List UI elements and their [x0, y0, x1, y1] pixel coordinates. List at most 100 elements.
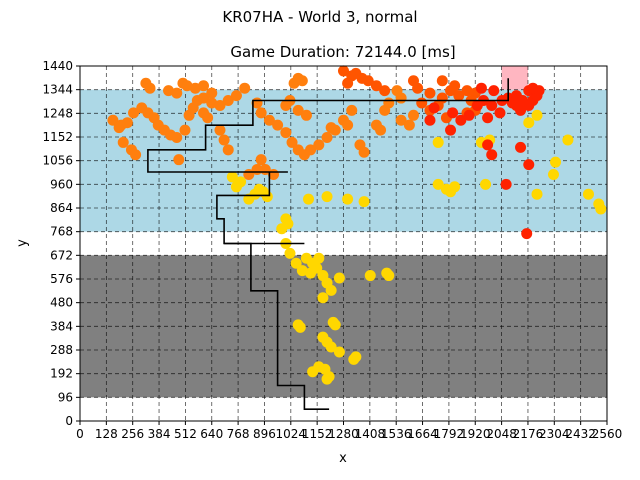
data-point-yellow [364, 270, 376, 282]
data-point-yellow [261, 191, 273, 203]
y-tick-label: 288 [50, 343, 73, 357]
data-point-yellow [282, 218, 294, 230]
y-tick-label: 768 [50, 225, 73, 239]
data-point-yellow [235, 176, 247, 188]
x-tick-label: 896 [253, 427, 276, 441]
data-point-red [486, 99, 498, 111]
x-tick-label: 512 [174, 427, 197, 441]
data-point-orange [272, 119, 284, 131]
data-point-red [428, 102, 440, 114]
data-point-red [447, 107, 459, 119]
region-pink-region [501, 66, 528, 90]
data-point-yellow [317, 292, 329, 304]
data-point-red [424, 114, 436, 126]
data-point-orange [144, 82, 156, 94]
y-tick-label: 1056 [42, 154, 73, 168]
data-point-yellow [321, 191, 333, 203]
y-tick-label: 384 [50, 319, 73, 333]
x-axis-ticks: 0 128 256 384 512 640 768 896 102411521280140815… [76, 421, 622, 441]
data-point-red [482, 139, 494, 151]
data-point-dark-orange [424, 87, 436, 99]
data-point-orange [239, 82, 251, 94]
data-point-orange [130, 149, 142, 161]
data-point-yellow [358, 196, 370, 208]
data-point-yellow [562, 134, 574, 146]
trajectory-path [147, 78, 509, 410]
data-point-yellow [350, 351, 362, 363]
data-point-yellow [582, 188, 594, 200]
data-point-red [515, 104, 527, 116]
x-tick-label: 384 [148, 427, 171, 441]
data-point-red [488, 85, 500, 97]
x-tick-label: 1920 [460, 427, 491, 441]
x-tick-label: 1152 [302, 427, 333, 441]
y-tick-label: 1248 [42, 106, 73, 120]
data-point-orange [280, 127, 292, 139]
data-point-red [486, 149, 498, 161]
y-tick-label: 192 [50, 367, 73, 381]
x-tick-label: 1536 [381, 427, 412, 441]
data-point-dark-orange [338, 65, 349, 77]
x-tick-label: 1792 [434, 427, 465, 441]
data-point-yellow [531, 109, 543, 121]
data-point-orange [128, 107, 140, 119]
data-point-yellow [294, 321, 306, 333]
data-point-orange [173, 154, 185, 166]
x-tick-label: 2176 [513, 427, 544, 441]
data-point-yellow [303, 193, 315, 205]
data-point-yellow [383, 270, 395, 282]
chart-title: Game Duration: 72144.0 [ms] [230, 43, 455, 61]
data-point-orange [403, 119, 415, 131]
data-point-yellow [432, 136, 444, 148]
y-tick-label: 1344 [42, 83, 73, 97]
data-point-orange [117, 136, 129, 148]
data-point-orange [214, 124, 226, 136]
data-point-orange [375, 124, 387, 136]
y-tick-label: 1152 [42, 130, 73, 144]
data-point-orange [198, 92, 210, 104]
x-tick-label: 1408 [355, 427, 386, 441]
data-point-orange [313, 139, 325, 151]
data-point-red [527, 82, 539, 94]
data-point-red [494, 107, 506, 119]
data-point-orange [292, 104, 304, 116]
data-point-yellow [290, 257, 302, 269]
data-point-orange [300, 109, 312, 121]
y-tick-label: 96 [58, 390, 73, 404]
data-point-red [523, 159, 535, 171]
x-tick-label: 0 [76, 427, 84, 441]
x-tick-label: 128 [95, 427, 118, 441]
data-point-dark-orange [412, 82, 424, 94]
data-point-orange [230, 90, 242, 102]
x-tick-label: 256 [121, 427, 144, 441]
data-point-yellow [284, 247, 296, 259]
data-point-yellow [323, 371, 335, 383]
data-point-orange [395, 92, 407, 104]
data-point-orange [342, 119, 354, 131]
data-point-orange [222, 144, 234, 156]
data-point-orange [358, 146, 370, 158]
x-tick-label: 640 [200, 427, 223, 441]
data-point-yellow [531, 188, 543, 200]
data-point-yellow [449, 181, 461, 193]
data-point-red [475, 82, 487, 94]
data-point-dark-orange [416, 97, 428, 109]
data-point-red [521, 228, 533, 240]
data-point-yellow [226, 171, 238, 183]
data-point-yellow [342, 193, 354, 205]
x-tick-label: 1024 [276, 427, 307, 441]
data-point-yellow [595, 203, 607, 215]
data-point-orange [171, 87, 183, 99]
y-axis-label: y [15, 239, 30, 247]
data-point-orange [305, 144, 317, 156]
data-point-red [445, 124, 457, 136]
data-point-orange [218, 134, 230, 146]
data-point-red [482, 112, 494, 124]
data-point-yellow [329, 319, 341, 331]
data-point-orange [121, 117, 133, 129]
data-point-dark-orange [449, 80, 461, 92]
data-point-dark-orange [436, 75, 448, 87]
data-point-orange [214, 99, 226, 111]
data-point-orange [222, 95, 234, 107]
data-point-orange [179, 124, 191, 136]
